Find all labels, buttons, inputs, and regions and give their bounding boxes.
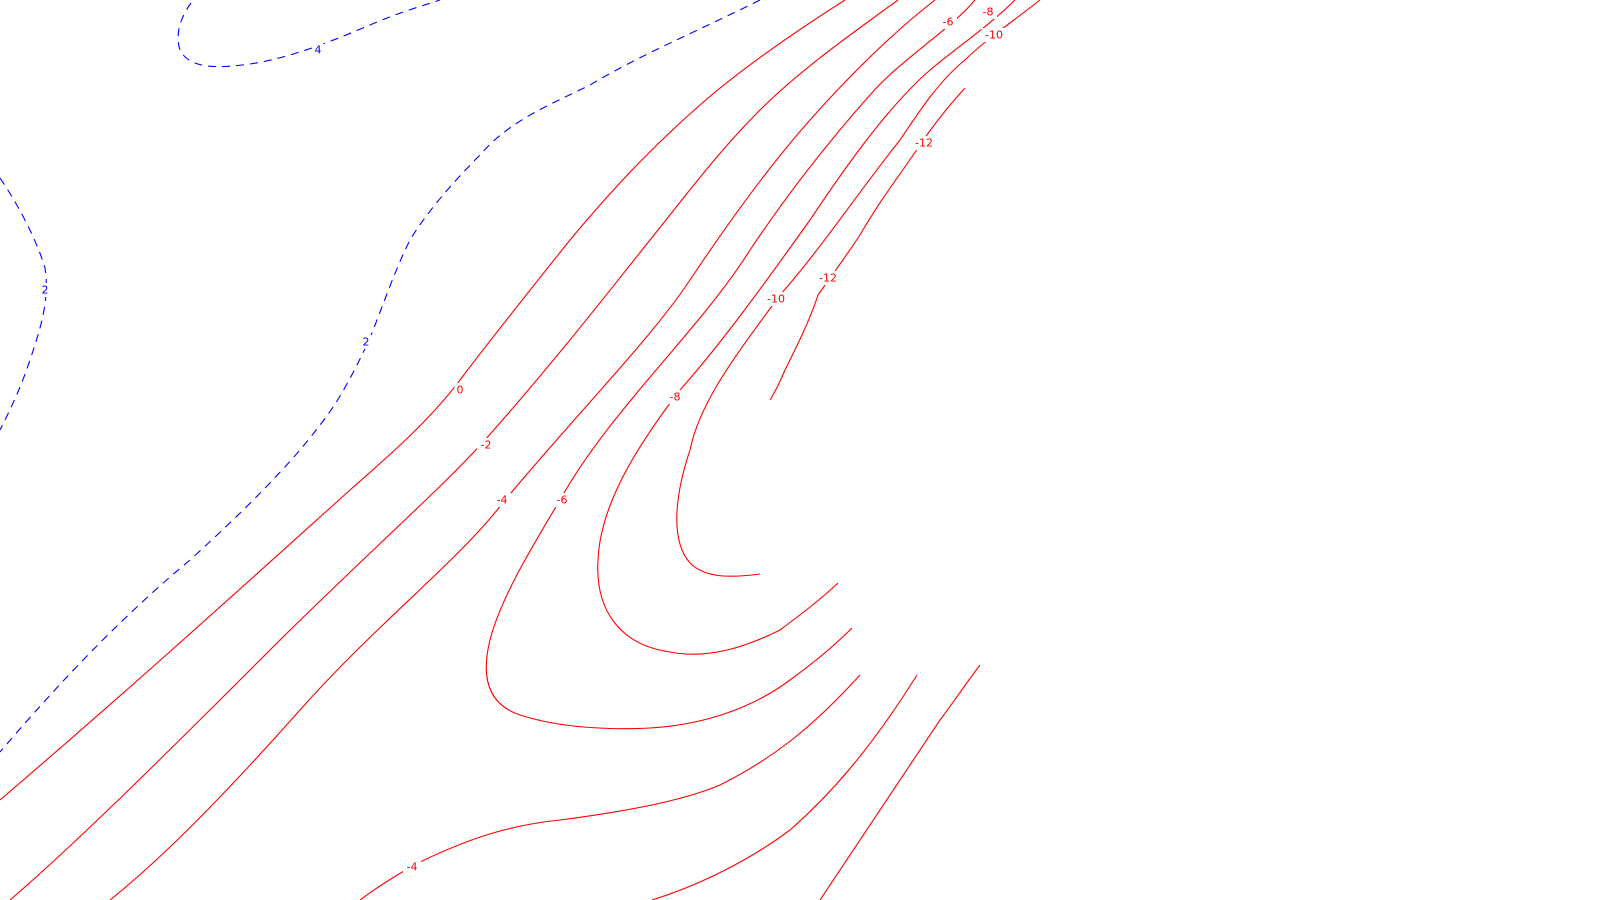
contour-line-pos-2b xyxy=(0,0,761,753)
contour-label-bg xyxy=(666,390,684,404)
contour-label-neg-2: -2 xyxy=(481,439,492,452)
contour-label-neg-8: -8 xyxy=(670,391,681,404)
contour-label-bg xyxy=(477,438,495,452)
contour-label-bg xyxy=(981,28,1007,42)
contour-label-bg xyxy=(360,335,372,349)
contour-label-bg xyxy=(493,493,511,507)
contour-line-neg-4b xyxy=(359,674,861,900)
contour-line-neg-12 xyxy=(769,87,966,401)
contour-label-neg-4a: -4 xyxy=(497,494,508,507)
contour-label-bg xyxy=(403,860,421,874)
contour-label-bg xyxy=(815,271,841,285)
contour-label-bg xyxy=(939,15,957,29)
contour-label-neg-10: -10 xyxy=(767,293,785,306)
contour-label-pos-2b: 2 xyxy=(363,336,370,349)
contour-line-neg-6 xyxy=(485,0,976,730)
contour-line-neg-10 xyxy=(676,0,1041,577)
contour-label-bg xyxy=(979,5,997,19)
contour-lines xyxy=(0,0,1041,900)
contour-label-bg xyxy=(553,493,571,507)
contour-label-neg-4b: -4 xyxy=(407,861,418,874)
contour-labels: 4 2 2 0 -2 -4 -4 -6 -6 -8 -8 -10 -10 -12 -12 xyxy=(39,5,1007,874)
contour-line-pos-4 xyxy=(177,0,441,68)
contour-label-neg-6: -6 xyxy=(943,16,954,29)
contour-label-neg-12: -12 xyxy=(915,137,933,150)
contour-label-bg xyxy=(454,383,466,397)
contour-label-bg xyxy=(312,43,324,57)
contour-label-neg-8: -8 xyxy=(983,6,994,19)
contour-line-zero xyxy=(0,0,846,801)
contour-label-neg-10: -10 xyxy=(985,29,1003,42)
contour-label-bg xyxy=(911,136,937,150)
contour-line-neg-se1 xyxy=(651,674,918,900)
contour-label-pos-4: 4 xyxy=(315,44,322,57)
contour-line-neg-4a xyxy=(109,0,936,900)
contour-line-pos-2a xyxy=(0,177,47,431)
contour-label-zero: 0 xyxy=(457,384,464,397)
contour-line-neg-8 xyxy=(597,0,1016,655)
contour-label-neg-12: -12 xyxy=(819,272,837,285)
contour-label-pos-2a: 2 xyxy=(42,284,49,297)
contour-line-neg-se2 xyxy=(819,664,981,900)
contour-label-bg xyxy=(39,283,51,297)
contour-label-bg xyxy=(763,292,789,306)
contour-line-neg-2 xyxy=(9,0,899,900)
contour-label-neg-6: -6 xyxy=(557,494,568,507)
